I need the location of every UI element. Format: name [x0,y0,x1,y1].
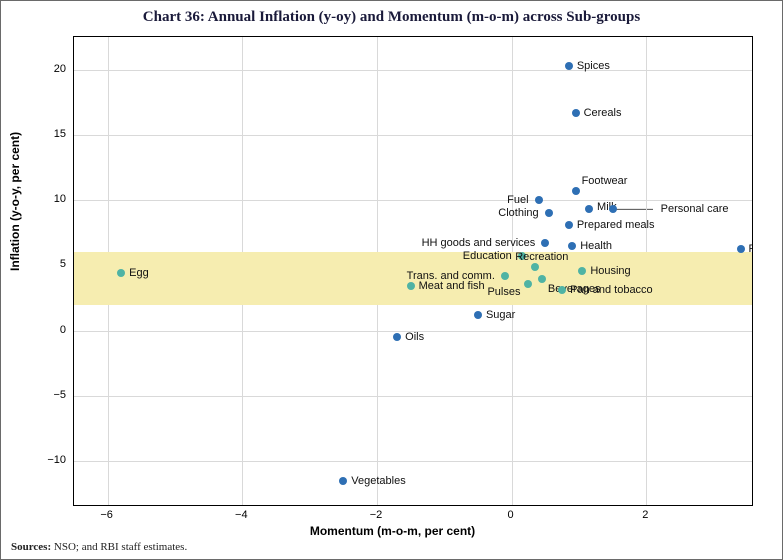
data-point [407,282,415,290]
gridline-h [74,200,752,201]
y-tick-label: −10 [26,454,66,466]
data-point [531,263,539,271]
plot-area: Egg Meat and fish Vegetables Oils Sugar Trans… [73,36,753,506]
data-point [339,477,347,485]
y-axis-label: Inflation (y-o-y, per cent) [8,132,22,271]
y-tick-label: 0 [26,324,66,336]
data-label: Footwear [582,175,628,187]
data-label: Oils [405,331,424,343]
data-label: Pulses [487,286,520,298]
data-label: Spices [577,60,610,72]
y-tick-label: 20 [26,63,66,75]
data-point [393,333,401,341]
data-label: Personal care [661,203,729,215]
data-label: Fuel [507,194,528,206]
data-label: Cereals [584,107,622,119]
y-tick-label: 5 [26,258,66,270]
data-point [545,209,553,217]
data-label: Vegetables [351,475,405,487]
data-point [565,62,573,70]
data-point [474,311,482,319]
data-label: Fruits [749,243,753,255]
data-point [609,205,617,213]
data-point [737,245,745,253]
y-tick-label: 10 [26,193,66,205]
gridline-h [74,396,752,397]
data-label: Pan and tobacco [570,284,653,296]
chart-frame: Chart 36: Annual Inflation (y-oy) and Mo… [0,0,783,560]
data-label: Trans. and comm. [407,270,495,282]
data-point [535,196,543,204]
data-point [585,205,593,213]
x-tick-label: −2 [370,509,383,521]
x-tick-label: −6 [100,509,113,521]
data-label: Recreation [515,251,568,263]
data-point [538,275,546,283]
x-tick-label: 2 [642,509,648,521]
x-tick-label: 0 [508,509,514,521]
data-point [572,187,580,195]
data-label: Housing [590,265,630,277]
y-tick-label: −5 [26,389,66,401]
gridline-h [74,461,752,462]
data-label: Egg [129,267,149,279]
data-point [578,267,586,275]
data-label: Prepared meals [577,219,655,231]
gridline-h [74,70,752,71]
data-label: Health [580,240,612,252]
data-point [501,272,509,280]
sources-label: Sources: [11,541,51,553]
data-label: Education [463,250,512,262]
gridline-h [74,135,752,136]
data-label: Sugar [486,309,515,321]
y-tick-label: 15 [26,128,66,140]
x-axis-label: Momentum (m-o-m, per cent) [1,524,783,538]
data-point [541,239,549,247]
data-label: HH goods and services [422,237,536,249]
data-point [572,109,580,117]
data-point [558,286,566,294]
data-point [117,269,125,277]
data-point [524,280,532,288]
chart-title: Chart 36: Annual Inflation (y-oy) and Mo… [1,9,782,26]
data-label: Meat and fish [419,280,485,292]
data-point [568,242,576,250]
data-label: Clothing [498,207,538,219]
sources-note: Sources: NSO; and RBI staff estimates. [11,541,187,553]
data-point [565,221,573,229]
x-tick-label: −4 [235,509,248,521]
sources-text: NSO; and RBI staff estimates. [51,541,187,553]
